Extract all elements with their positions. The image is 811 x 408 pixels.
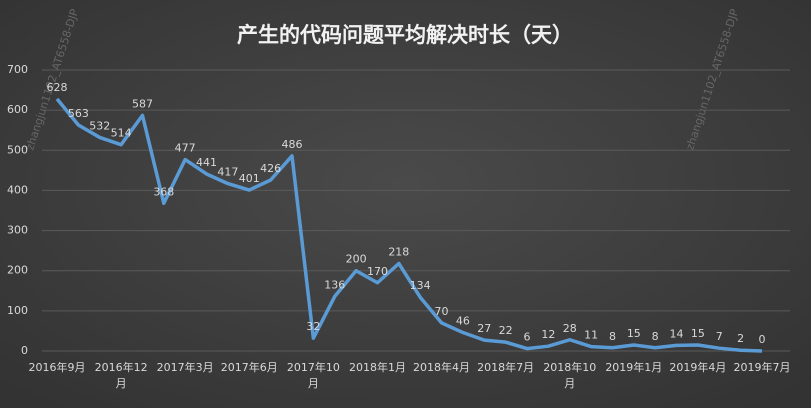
y-tick-label: 600 — [7, 103, 28, 116]
x-tick-label: 2018年10 月 — [543, 360, 596, 390]
y-tick-label: 400 — [7, 183, 28, 196]
data-label: 200 — [346, 253, 367, 266]
x-tick-label-line: 月 — [116, 377, 127, 390]
data-label: 70 — [435, 305, 449, 318]
y-tick-label: 300 — [7, 224, 28, 237]
x-tick-label-line: 月 — [564, 377, 575, 390]
data-label: 28 — [563, 322, 577, 335]
data-label: 11 — [584, 329, 598, 342]
data-label: 0 — [759, 333, 766, 346]
x-tick-label: 2017年6月 — [221, 360, 278, 374]
x-tick-label: 2019年4月 — [669, 360, 726, 374]
data-label: 170 — [367, 265, 388, 278]
data-label: 401 — [239, 172, 260, 185]
x-tick-label: 2018年1月 — [349, 360, 406, 374]
x-tick-label-line: 月 — [308, 377, 319, 390]
x-tick-label: 2018年4月 — [413, 360, 470, 374]
data-label: 486 — [282, 138, 303, 151]
data-label: 587 — [132, 97, 153, 110]
data-label: 426 — [260, 162, 281, 175]
data-label: 8 — [609, 330, 616, 343]
data-label: 12 — [541, 328, 555, 341]
y-tick-label: 500 — [7, 143, 28, 156]
data-label: 2 — [737, 332, 744, 345]
chart-title: 产生的代码问题平均解决时长（天） — [237, 23, 573, 47]
data-label: 532 — [89, 119, 110, 132]
x-tick-label-line: 2016年12 — [95, 360, 148, 374]
data-label: 368 — [153, 185, 174, 198]
series-line — [55, 97, 763, 353]
data-label: 7 — [716, 330, 723, 343]
data-label: 6 — [524, 331, 531, 344]
x-tick-label: 2017年3月 — [157, 360, 214, 374]
x-tick-label: 2016年9月 — [29, 360, 86, 374]
data-label: 22 — [499, 324, 513, 337]
data-label: 628 — [47, 81, 68, 94]
y-tick-label: 700 — [7, 63, 28, 76]
data-label: 14 — [670, 327, 684, 340]
x-tick-label: 2019年7月 — [734, 360, 791, 374]
x-tick-label: 2019年1月 — [605, 360, 662, 374]
data-label: 134 — [410, 279, 431, 292]
data-label: 218 — [388, 245, 409, 258]
y-tick-label: 200 — [7, 264, 28, 277]
data-label: 563 — [68, 107, 89, 120]
data-label: 32 — [306, 320, 320, 333]
data-label: 8 — [652, 330, 659, 343]
data-label: 136 — [324, 278, 345, 291]
data-label: 15 — [627, 327, 641, 340]
x-tick-label: 2017年10 月 — [287, 360, 340, 390]
data-label: 477 — [175, 142, 196, 155]
data-label: 441 — [196, 156, 217, 169]
data-label: 514 — [111, 127, 132, 140]
y-tick-label: 100 — [7, 304, 28, 317]
data-label: 46 — [456, 315, 470, 328]
x-tick-label-line: 2017年10 — [287, 360, 340, 374]
x-tick-label-line: 2018年10 — [543, 360, 596, 374]
data-label: 15 — [691, 327, 705, 340]
x-tick-label: 2016年12 月 — [95, 360, 148, 390]
data-label: 417 — [217, 166, 238, 179]
data-label: 27 — [477, 322, 491, 335]
x-tick-label: 2018年7月 — [477, 360, 534, 374]
y-tick-label: 0 — [21, 344, 28, 357]
